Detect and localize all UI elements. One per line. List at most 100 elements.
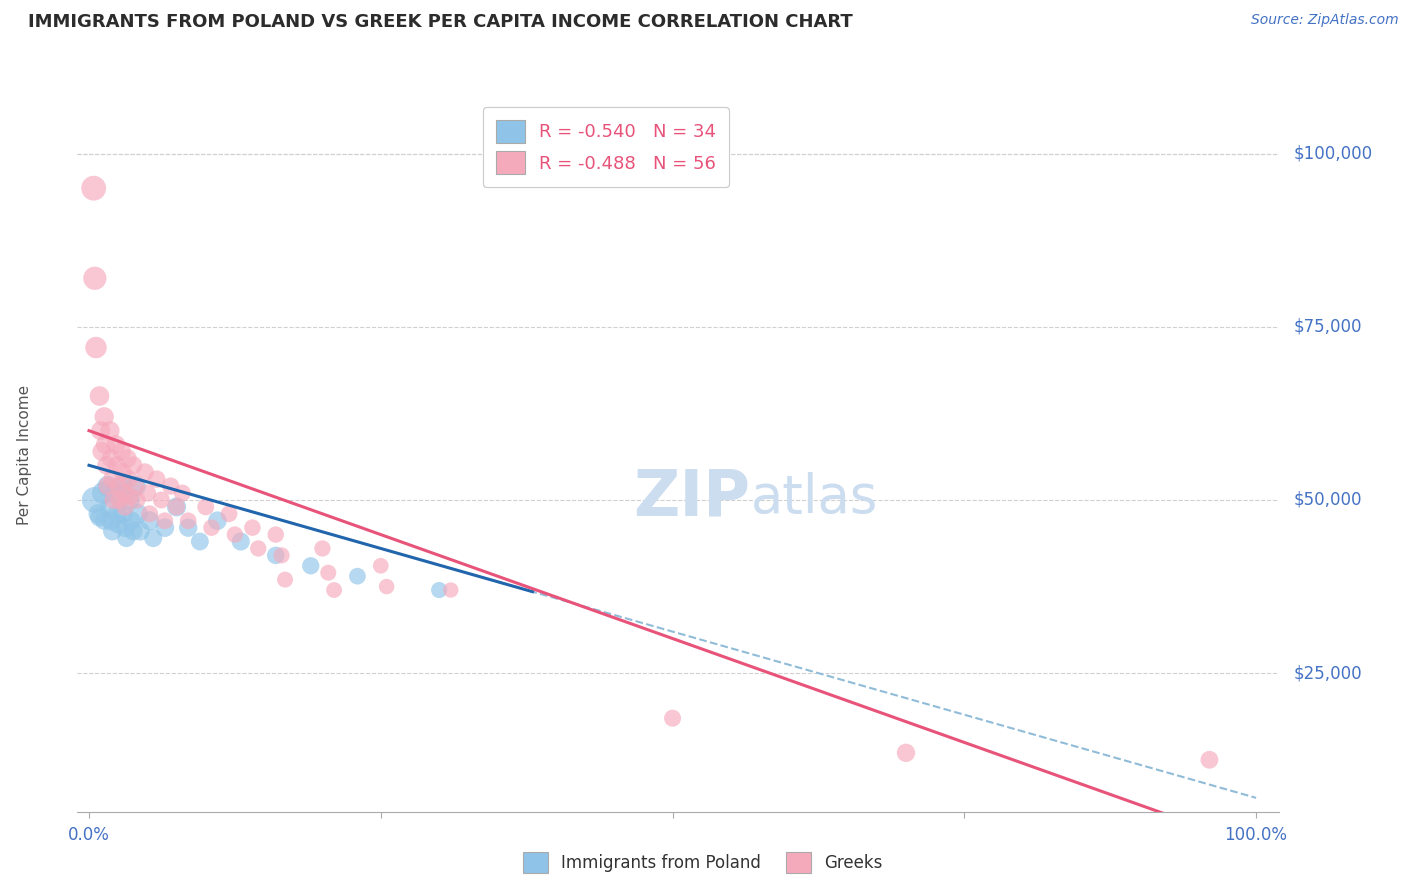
Text: atlas: atlas — [751, 472, 877, 524]
Legend: Immigrants from Poland, Greeks: Immigrants from Poland, Greeks — [516, 846, 890, 880]
Point — [120, 514, 142, 528]
Point — [94, 437, 117, 451]
Point — [122, 458, 145, 473]
Point — [370, 558, 392, 573]
Point — [90, 444, 112, 458]
Point — [83, 271, 105, 285]
Point — [177, 514, 200, 528]
Point — [111, 465, 134, 479]
Point — [311, 541, 333, 556]
Text: Source: ZipAtlas.com: Source: ZipAtlas.com — [1251, 13, 1399, 28]
Point — [127, 507, 149, 521]
Point — [166, 500, 188, 514]
Point — [103, 492, 125, 507]
Point — [118, 472, 141, 486]
Point — [242, 521, 264, 535]
Point — [270, 549, 292, 563]
Text: IMMIGRANTS FROM POLAND VS GREEK PER CAPITA INCOME CORRELATION CHART: IMMIGRANTS FROM POLAND VS GREEK PER CAPI… — [28, 13, 853, 31]
Point — [299, 558, 322, 573]
Point — [247, 541, 270, 556]
Point — [274, 573, 297, 587]
Point — [91, 486, 114, 500]
Point — [114, 500, 136, 514]
Point — [89, 389, 111, 403]
Point — [118, 490, 141, 504]
Point — [107, 517, 129, 532]
Point — [166, 500, 188, 514]
Point — [83, 181, 105, 195]
Point — [1198, 753, 1220, 767]
Point — [661, 711, 683, 725]
Point — [101, 472, 124, 486]
Point — [136, 486, 159, 500]
Point — [142, 531, 165, 545]
Point — [894, 746, 917, 760]
Point — [117, 451, 139, 466]
Point — [159, 479, 181, 493]
Point — [93, 514, 115, 528]
Point — [229, 534, 252, 549]
Text: $100,000: $100,000 — [1294, 145, 1372, 162]
Point — [93, 409, 115, 424]
Legend: R = -0.540   N = 34, R = -0.488   N = 56: R = -0.540 N = 34, R = -0.488 N = 56 — [484, 107, 730, 187]
Point — [105, 507, 128, 521]
Point — [111, 507, 134, 521]
Point — [96, 458, 118, 473]
Point — [129, 524, 152, 538]
Point — [100, 451, 122, 466]
Point — [200, 521, 222, 535]
Point — [188, 534, 211, 549]
Point — [177, 521, 200, 535]
Text: Per Capita Income: Per Capita Income — [17, 384, 32, 525]
Point — [264, 549, 287, 563]
Point — [101, 524, 124, 538]
Point — [97, 479, 120, 493]
Point — [316, 566, 339, 580]
Point — [97, 479, 120, 493]
Text: $75,000: $75,000 — [1294, 318, 1362, 335]
Point — [118, 492, 141, 507]
Point — [108, 492, 131, 507]
Point — [83, 492, 105, 507]
Point — [207, 514, 229, 528]
Point — [87, 507, 110, 521]
Point — [100, 514, 122, 528]
Point — [194, 500, 217, 514]
Point — [375, 580, 398, 594]
Point — [112, 486, 135, 500]
Point — [224, 527, 246, 541]
Point — [114, 521, 136, 535]
Point — [125, 492, 148, 507]
Point — [89, 510, 111, 524]
Point — [104, 437, 127, 451]
Point — [150, 492, 173, 507]
Text: $25,000: $25,000 — [1294, 665, 1362, 682]
Point — [107, 479, 129, 493]
Point — [111, 444, 134, 458]
Point — [264, 527, 287, 541]
Point — [138, 514, 160, 528]
Point — [134, 465, 156, 479]
Text: ZIP: ZIP — [634, 467, 751, 529]
Point — [125, 479, 148, 493]
Point — [111, 479, 134, 493]
Point — [323, 582, 346, 597]
Point — [122, 524, 145, 538]
Point — [90, 424, 112, 438]
Point — [84, 341, 107, 355]
Point — [145, 472, 167, 486]
Point — [218, 507, 240, 521]
Point — [104, 486, 127, 500]
Point — [115, 531, 138, 545]
Point — [105, 458, 128, 473]
Point — [153, 514, 176, 528]
Text: $50,000: $50,000 — [1294, 491, 1362, 509]
Point — [98, 500, 121, 514]
Point — [427, 582, 450, 597]
Point — [346, 569, 368, 583]
Point — [125, 479, 148, 493]
Point — [138, 507, 160, 521]
Point — [98, 424, 121, 438]
Point — [172, 486, 194, 500]
Point — [153, 521, 176, 535]
